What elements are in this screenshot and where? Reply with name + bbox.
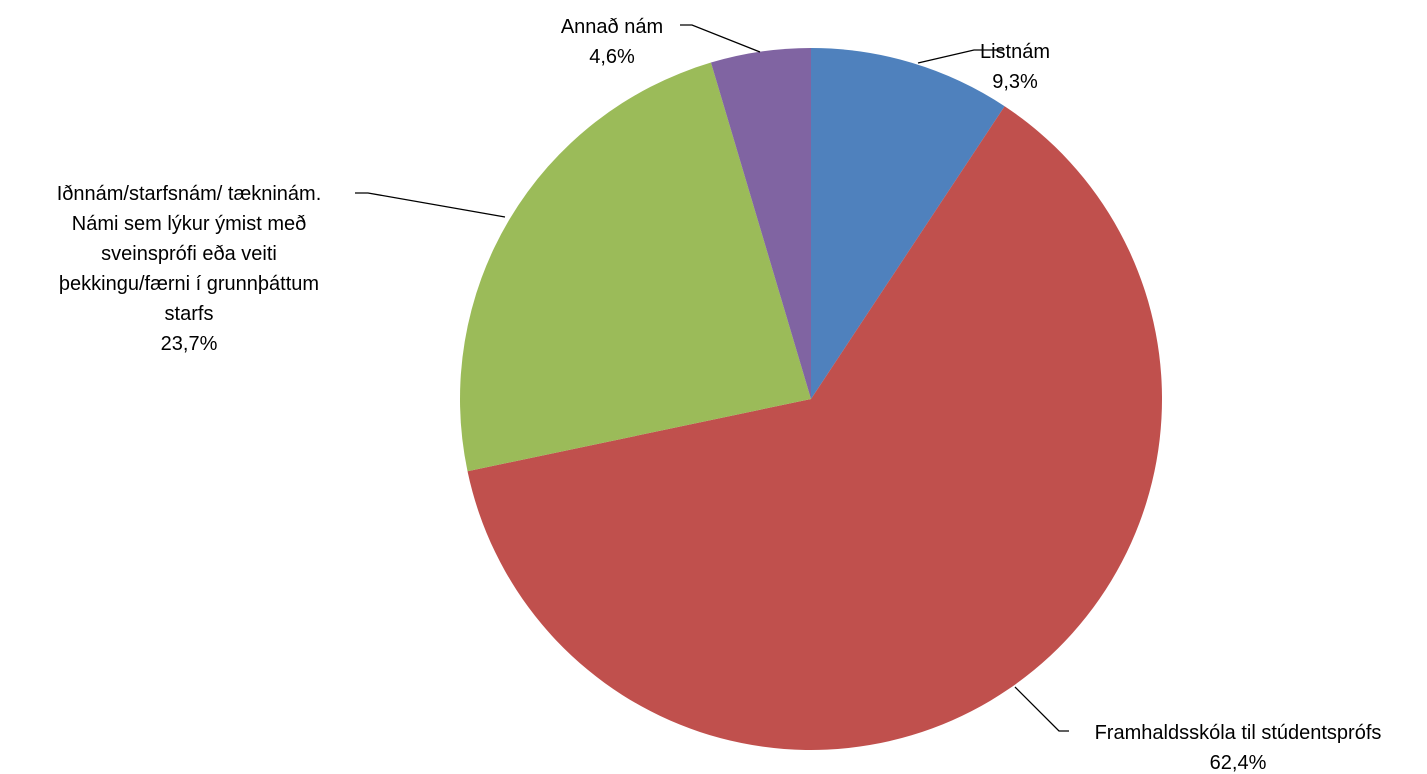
leader-line-i-nnam-starfsnam-t-kninam-nami-s: [355, 192, 506, 218]
slice-label-i-nnam-starfsnam-t-kninam-nami-s: Iðnnám/starfsnám/ tækninám. Námi sem lýku…: [57, 183, 322, 355]
leader-lines: [355, 24, 1069, 732]
pie-slice-listnam: [811, 48, 1005, 399]
slice-label-line: Annað nám: [561, 16, 663, 38]
slice-value-label: 62,4%: [1210, 752, 1267, 774]
slice-value-label: 23,7%: [161, 333, 218, 355]
slice-label-line: Listnám: [980, 41, 1050, 63]
slice-value-label: 9,3%: [992, 71, 1038, 93]
slice-label-anna-nam: Annað nám 4,6%: [561, 16, 663, 68]
slice-label-line: sveinsprófi eða veiti: [101, 243, 277, 265]
leader-line-anna-nam: [680, 24, 761, 53]
slice-label-line: þekkingu/færni í grunnþáttum: [59, 273, 319, 295]
pie-slices: [460, 48, 1163, 751]
slice-label-line: Iðnnám/starfsnám/ tækninám.: [57, 183, 322, 205]
slice-labels: Listnám 9,3% Framhaldsskóla til stúdentspr…: [57, 16, 1382, 774]
pie-slice-framhaldsskola-til-studentsprofs: [467, 106, 1163, 751]
slice-label-line: starfs: [165, 303, 214, 325]
slice-label-line: Námi sem lýkur ýmist með: [72, 213, 306, 235]
slice-label-line: Framhaldsskóla til stúdentsprófs: [1095, 722, 1382, 744]
slice-label-listnam: Listnám 9,3%: [980, 41, 1050, 93]
slice-value-label: 4,6%: [589, 46, 635, 68]
slice-label-framhaldsskola-til-studentsprofs: Framhaldsskóla til stúdentsprófs 62,4%: [1095, 722, 1382, 774]
pie-slice-anna-nam: [710, 48, 811, 399]
pie-slice-i-nnam-starfsnam-t-kninam-nami-s: [460, 62, 811, 472]
leader-line-framhaldsskola-til-studentsprofs: [1014, 686, 1069, 732]
leader-line-listnam: [917, 49, 1004, 64]
